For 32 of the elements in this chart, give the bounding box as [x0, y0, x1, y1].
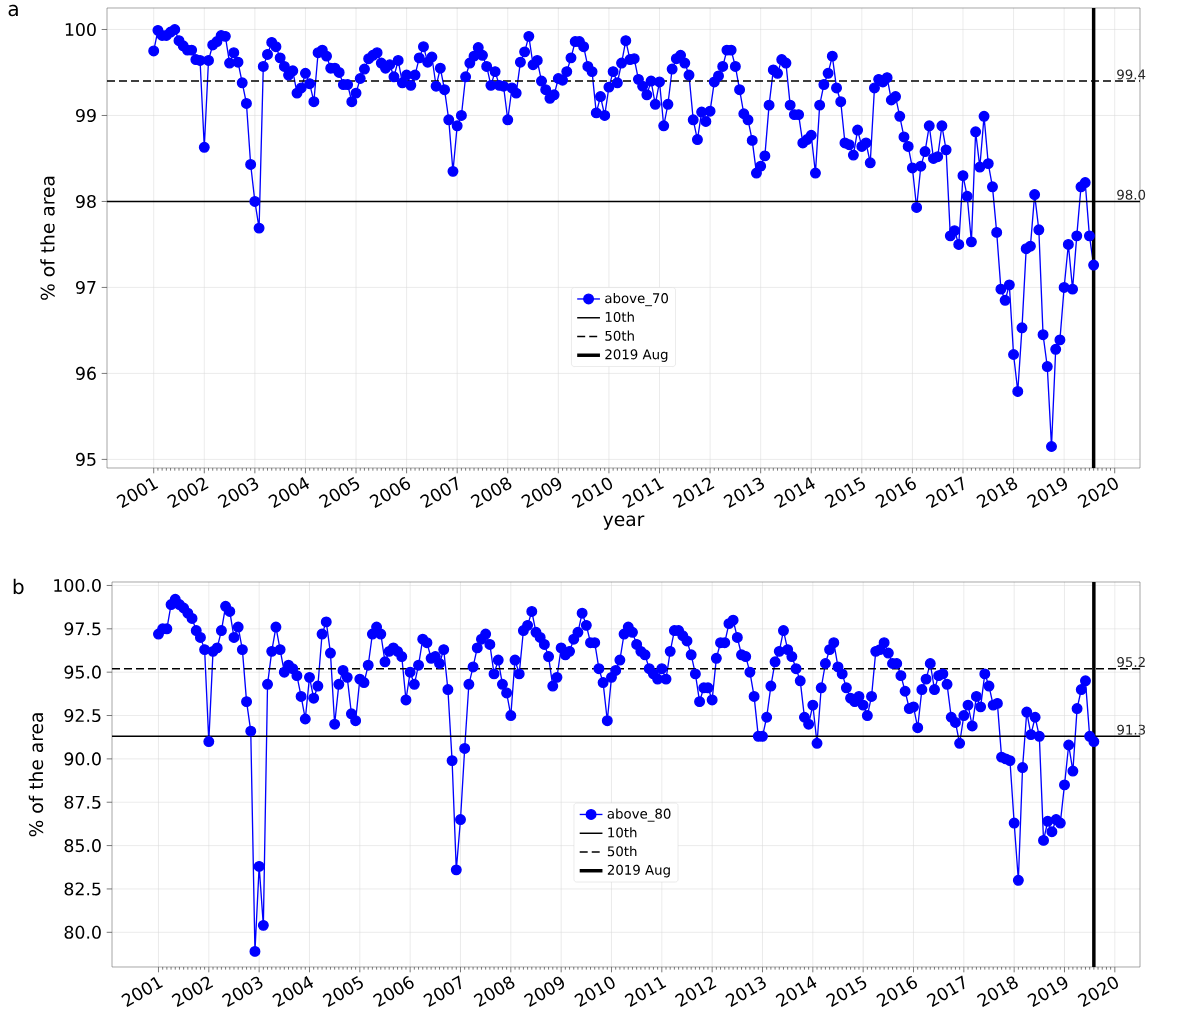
y-tick-label: 92.5 — [64, 708, 101, 723]
annotation: 95.2 — [1117, 657, 1145, 668]
y-tick-label: 90.0 — [64, 752, 101, 766]
y-tick-label: 98 — [76, 194, 96, 209]
y-axis-title: % of the area — [28, 713, 44, 837]
y-tick-label: 99 — [76, 108, 96, 123]
chart-title: a — [8, 4, 18, 17]
annotation: 98.0 — [1117, 189, 1146, 200]
y-tick-label: 82.5 — [64, 882, 101, 896]
annotation: 99.4 — [1117, 69, 1146, 80]
legend-label: above_70 — [605, 292, 669, 307]
legend-label: 50th — [605, 330, 634, 341]
ref-line-label: 2019 Aug — [607, 864, 670, 878]
legend-label: 10th — [605, 311, 634, 323]
legend-label: 10th — [608, 827, 637, 838]
legend-label: above_80 — [607, 808, 671, 822]
annotation: 91.3 — [1117, 724, 1146, 735]
y-tick-label: 97.5 — [64, 622, 101, 636]
y-tick-label: 85.0 — [64, 839, 101, 853]
ref-line-label: 2019 Aug — [605, 349, 668, 362]
legend-label: 50th — [607, 845, 637, 857]
y-tick-label: 100 — [65, 22, 96, 37]
y-tick-label: 100.0 — [54, 578, 101, 593]
y-tick-label: 95 — [76, 452, 96, 466]
y-tick-label: 80.0 — [64, 925, 101, 939]
y-tick-label: 87.5 — [64, 795, 101, 809]
y-tick-label: 97 — [76, 280, 96, 294]
y-tick-label: 95.0 — [64, 665, 101, 679]
y-tick-label: 96 — [76, 366, 96, 380]
chart-title: b — [13, 578, 24, 595]
y-axis-title: % of the area — [40, 176, 55, 300]
x-axis-title: year — [603, 515, 645, 530]
